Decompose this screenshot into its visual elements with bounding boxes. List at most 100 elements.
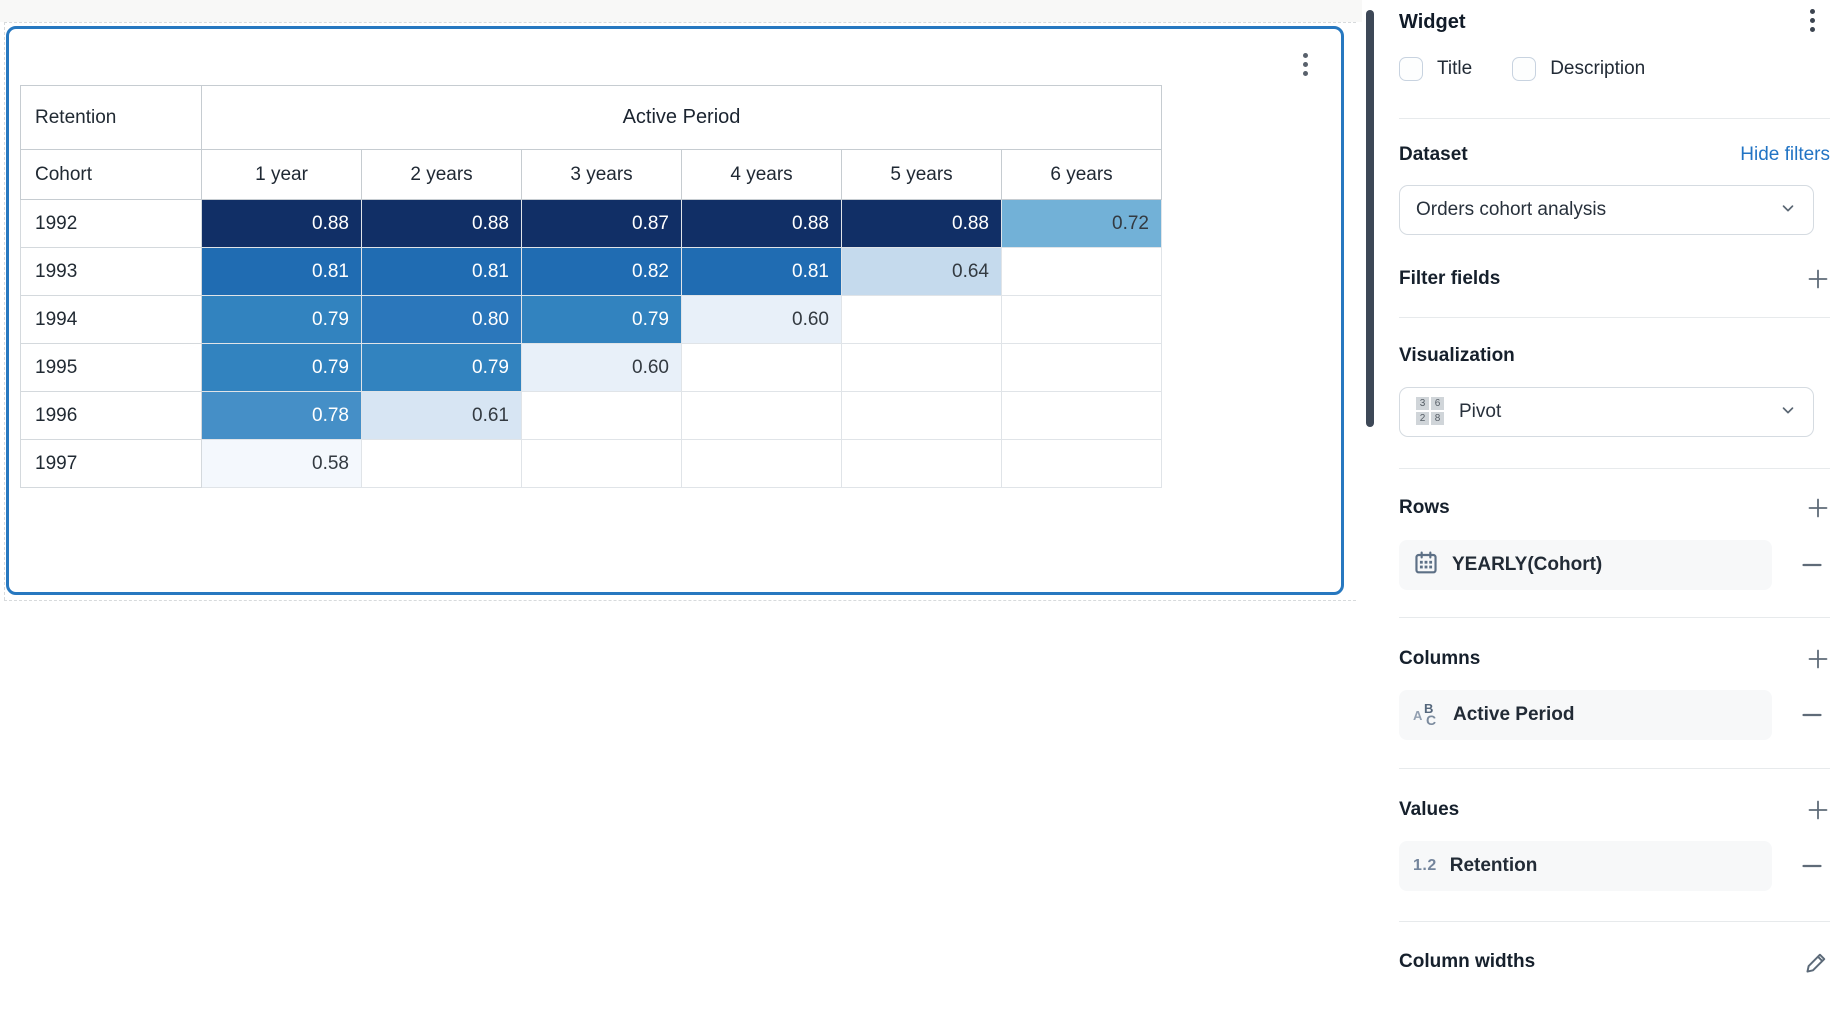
column-widths-section-label: Column widths	[1399, 951, 1536, 972]
dashboard-canvas: Retention Active Period Cohort 1 year 2 y…	[0, 0, 1362, 601]
rows-field-chip[interactable]: YEARLY(Cohort)	[1399, 540, 1772, 590]
pivot-value-cell: 0.88	[361, 199, 522, 248]
pivot-value-cell: 0.58	[201, 439, 362, 488]
sidebar-title: Widget	[1399, 10, 1466, 33]
chevron-down-icon	[1779, 199, 1797, 222]
edit-column-widths-pencil-icon[interactable]	[1804, 949, 1830, 975]
pivot-header-row-1: Retention Active Period	[20, 85, 1162, 150]
dataset-selected-value: Orders cohort analysis	[1416, 199, 1607, 220]
pivot-value-cell	[361, 439, 522, 488]
pivot-value-cell: 0.72	[1001, 199, 1162, 248]
columns-field-chip[interactable]: A B C Active Period	[1399, 690, 1772, 740]
filter-fields-section-label: Filter fields	[1399, 268, 1501, 289]
columns-field-label: Active Period	[1453, 704, 1575, 725]
divider	[1399, 317, 1830, 318]
pivot-column-header: 1 year	[201, 149, 362, 200]
title-checkbox-label: Title	[1437, 58, 1473, 79]
pivot-value-cell: 0.61	[361, 391, 522, 440]
pivot-data-row: 1994 0.79 0.80 0.79 0.60	[20, 295, 1162, 344]
pivot-value-cell	[1001, 391, 1162, 440]
dataset-select[interactable]: Orders cohort analysis	[1399, 185, 1814, 235]
sidebar-kebab-menu-icon[interactable]	[1809, 8, 1816, 36]
divider	[1399, 118, 1830, 119]
pivot-data-row: 1995 0.79 0.79 0.60	[20, 343, 1162, 392]
hide-filters-link[interactable]: Hide filters	[1740, 144, 1830, 165]
row-dimension-header-cell: Cohort	[20, 149, 202, 200]
pivot-value-cell: 0.64	[841, 247, 1002, 296]
description-checkbox-label: Description	[1550, 58, 1646, 79]
pivot-value-cell: 0.81	[361, 247, 522, 296]
visualization-selected-value: Pivot	[1459, 401, 1502, 422]
pivot-row-header: 1995	[20, 343, 202, 392]
rows-section-label: Rows	[1399, 497, 1450, 518]
add-column-button[interactable]	[1806, 647, 1830, 671]
pivot-value-cell: 0.79	[521, 295, 682, 344]
pivot-value-cell	[841, 439, 1002, 488]
description-checkbox[interactable]	[1512, 57, 1537, 81]
divider	[1399, 468, 1830, 469]
pivot-value-cell: 0.88	[201, 199, 362, 248]
pivot-value-cell	[1001, 343, 1162, 392]
divider	[1399, 921, 1830, 922]
widget-card[interactable]: Retention Active Period Cohort 1 year 2 y…	[6, 26, 1344, 595]
canvas-top-strip	[0, 0, 1362, 22]
title-checkbox[interactable]	[1399, 57, 1423, 81]
rows-field-label: YEARLY(Cohort)	[1452, 554, 1603, 575]
widget-kebab-menu-icon[interactable]	[1302, 53, 1309, 80]
pivot-value-cell: 0.80	[361, 295, 522, 344]
pivot-table: Retention Active Period Cohort 1 year 2 y…	[20, 85, 1162, 488]
grid-guide-bottom	[4, 600, 1356, 601]
divider	[1399, 768, 1830, 769]
pivot-value-cell: 0.78	[201, 391, 362, 440]
values-field-chip[interactable]: 1.2 Retention	[1399, 841, 1772, 891]
pivot-value-cell: 0.60	[521, 343, 682, 392]
remove-row-field-button[interactable]	[1800, 553, 1824, 577]
remove-value-field-button[interactable]	[1800, 854, 1824, 878]
pivot-row-header: 1997	[20, 439, 202, 488]
pivot-data-row: 1996 0.78 0.61	[20, 391, 1162, 440]
numeric-icon: 1.2	[1413, 857, 1437, 874]
pivot-value-cell	[681, 343, 842, 392]
add-filter-field-button[interactable]	[1806, 267, 1830, 291]
pivot-column-header: 4 years	[681, 149, 842, 200]
pivot-value-cell: 0.87	[521, 199, 682, 248]
pivot-column-header: 2 years	[361, 149, 522, 200]
pivot-column-header: 6 years	[1001, 149, 1162, 200]
sidebar-scrollbar-thumb[interactable]	[1366, 10, 1374, 427]
chevron-down-icon	[1779, 401, 1797, 424]
pivot-value-cell	[681, 391, 842, 440]
pivot-header-row-2: Cohort 1 year 2 years 3 years 4 years 5 year…	[20, 149, 1162, 200]
values-section-label: Values	[1399, 799, 1460, 820]
calendar-icon	[1413, 550, 1439, 581]
remove-column-field-button[interactable]	[1800, 703, 1824, 727]
measure-label-cell: Retention	[20, 85, 202, 150]
widget-settings-sidebar: Widget Title Description Dataset Hide fi…	[1374, 0, 1836, 1022]
grid-guide-left	[4, 22, 5, 600]
divider	[1399, 617, 1830, 618]
pivot-row-header: 1996	[20, 391, 202, 440]
grid-guide-top	[4, 22, 1356, 23]
pivot-value-cell	[1001, 439, 1162, 488]
pivot-value-cell	[841, 391, 1002, 440]
pivot-value-cell	[841, 343, 1002, 392]
visualization-section-label: Visualization	[1399, 345, 1515, 366]
add-value-button[interactable]	[1806, 798, 1830, 822]
pivot-value-cell: 0.82	[521, 247, 682, 296]
pivot-value-cell: 0.79	[201, 343, 362, 392]
pivot-column-header: 3 years	[521, 149, 682, 200]
pivot-value-cell: 0.79	[361, 343, 522, 392]
pivot-value-cell: 0.81	[681, 247, 842, 296]
pivot-value-cell: 0.88	[681, 199, 842, 248]
pivot-value-cell	[841, 295, 1002, 344]
dataset-section-label: Dataset	[1399, 144, 1468, 165]
pivot-value-cell: 0.81	[201, 247, 362, 296]
column-group-header-cell: Active Period	[201, 85, 1162, 150]
add-row-button[interactable]	[1806, 496, 1830, 520]
pivot-row-header: 1993	[20, 247, 202, 296]
pivot-data-row: 1993 0.81 0.81 0.82 0.81 0.64	[20, 247, 1162, 296]
pivot-value-cell	[521, 391, 682, 440]
pivot-data-row: 1992 0.88 0.88 0.87 0.88 0.88 0.72	[20, 199, 1162, 248]
